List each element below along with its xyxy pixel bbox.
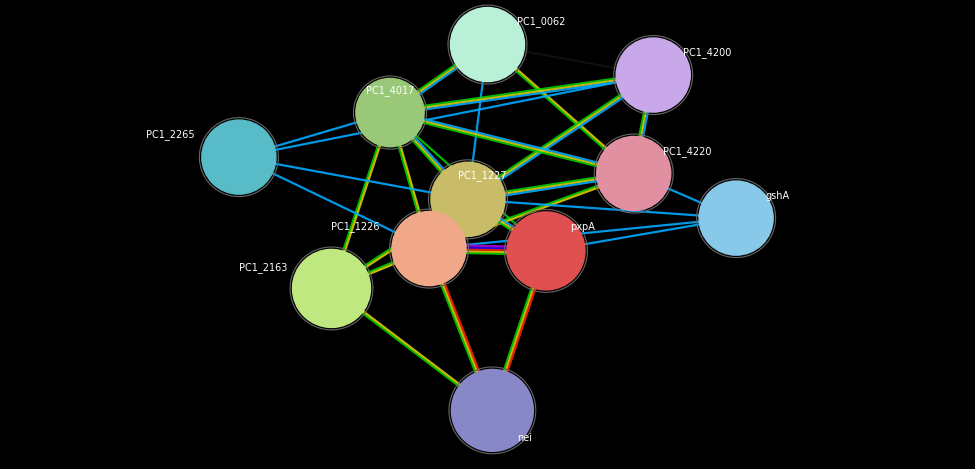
Ellipse shape — [616, 38, 690, 112]
Ellipse shape — [356, 78, 424, 147]
Ellipse shape — [699, 181, 773, 255]
Text: PC1_4017: PC1_4017 — [366, 84, 414, 96]
Ellipse shape — [431, 162, 505, 236]
Text: PC1_4200: PC1_4200 — [682, 47, 731, 58]
Ellipse shape — [450, 8, 525, 82]
Text: PC1_2265: PC1_2265 — [146, 129, 195, 140]
Text: PC1_0062: PC1_0062 — [517, 15, 565, 27]
Text: PC1_2163: PC1_2163 — [239, 262, 288, 273]
Text: gshA: gshA — [765, 191, 790, 201]
Ellipse shape — [292, 250, 370, 327]
Ellipse shape — [451, 370, 533, 451]
Text: nei: nei — [517, 432, 531, 443]
Text: PC1_1227: PC1_1227 — [458, 170, 507, 182]
Ellipse shape — [597, 136, 671, 211]
Ellipse shape — [392, 212, 466, 286]
Text: PC1_1226: PC1_1226 — [332, 220, 380, 232]
Ellipse shape — [202, 120, 276, 194]
Ellipse shape — [507, 212, 585, 290]
Text: pxpA: pxpA — [570, 222, 596, 233]
Text: PC1_4220: PC1_4220 — [663, 146, 712, 157]
